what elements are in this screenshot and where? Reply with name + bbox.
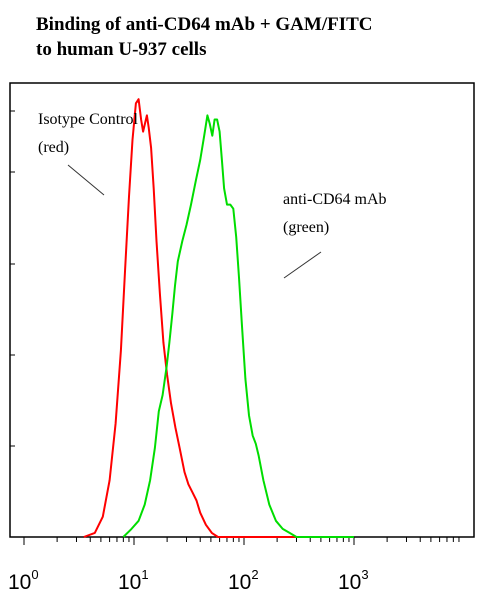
x-tick-label-base: 10 — [8, 571, 31, 594]
x-tick-label-exponent: 2 — [251, 567, 258, 582]
x-tick-label-exponent: 3 — [361, 567, 368, 582]
x-tick-label: 100 — [8, 567, 39, 594]
x-tick-label: 103 — [338, 567, 369, 594]
series-line-anti-cd64 — [122, 114, 354, 538]
annotation-anti-cd64-leader — [283, 251, 322, 279]
annotation-isotype-line1: Isotype Control — [38, 111, 139, 128]
x-tick-label-exponent: 1 — [141, 567, 148, 582]
annotation-anti-cd64-line2: (green) — [283, 219, 329, 236]
chart-title-line-2: to human U-937 cells — [36, 39, 207, 60]
x-tick-label-exponent: 0 — [31, 567, 38, 582]
chart-title-line-1: Binding of anti-CD64 mAb + GAM/FITC — [36, 14, 373, 35]
x-axis-tick-labels: 100 101 102 103 — [8, 567, 369, 594]
x-tick-label: 102 — [228, 567, 259, 594]
y-axis-ticks — [10, 110, 15, 447]
annotation-isotype-line2: (red) — [38, 139, 69, 156]
x-tick-label-base: 10 — [228, 571, 251, 594]
series-line-isotype-control — [83, 98, 354, 538]
x-tick-label-base: 10 — [338, 571, 361, 594]
chart-title: Binding of anti-CD64 mAb + GAM/FITC to h… — [36, 12, 496, 62]
x-axis-ticks — [23, 537, 460, 545]
annotation-anti-cd64-line1: anti-CD64 mAb — [283, 191, 387, 208]
x-tick-label: 101 — [118, 567, 149, 594]
x-tick-label-base: 10 — [118, 571, 141, 594]
annotation-isotype-leader — [67, 164, 105, 196]
